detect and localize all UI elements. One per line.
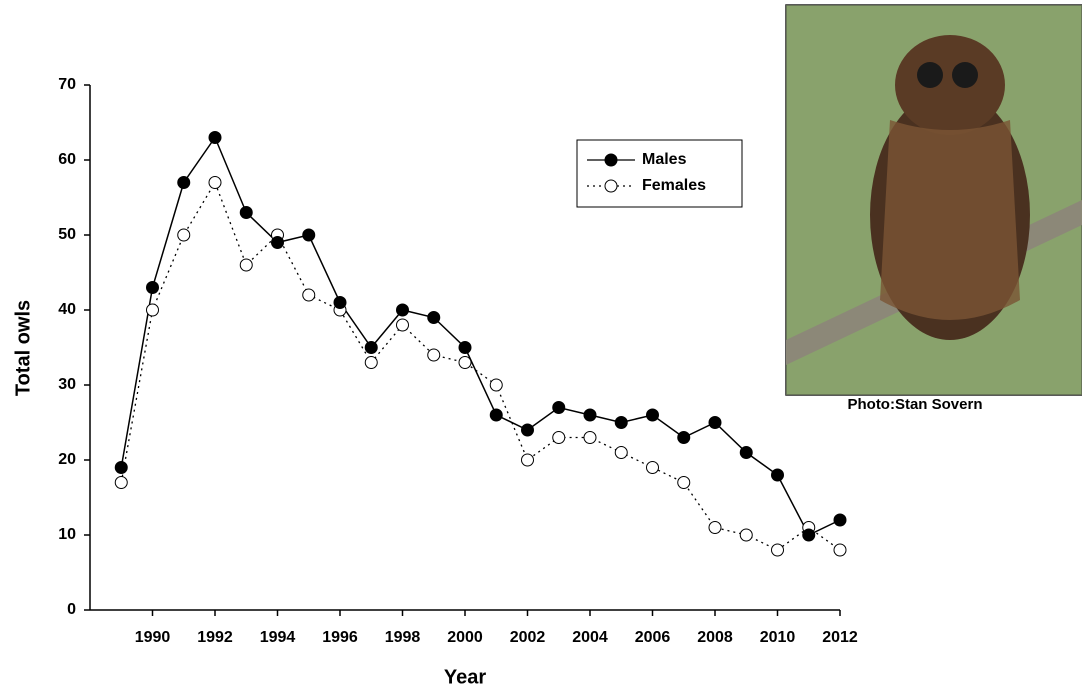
data-point bbox=[553, 432, 565, 444]
x-tick-label: 2010 bbox=[760, 629, 796, 646]
data-point bbox=[178, 177, 190, 189]
legend-label: Males bbox=[642, 151, 687, 168]
y-tick-label: 60 bbox=[58, 151, 76, 168]
data-point bbox=[240, 259, 252, 271]
data-point bbox=[772, 469, 784, 481]
data-point bbox=[647, 462, 659, 474]
x-tick-label: 2004 bbox=[572, 629, 608, 646]
y-tick-label: 50 bbox=[58, 226, 76, 243]
y-tick-label: 10 bbox=[58, 526, 76, 543]
data-point bbox=[584, 432, 596, 444]
data-point bbox=[459, 357, 471, 369]
data-point bbox=[428, 349, 440, 361]
photo-credit: Photo:Stan Sovern bbox=[847, 396, 982, 413]
data-point bbox=[115, 477, 127, 489]
data-point bbox=[397, 319, 409, 331]
x-tick-label: 2008 bbox=[697, 629, 733, 646]
y-tick-label: 70 bbox=[58, 76, 76, 93]
data-point bbox=[365, 357, 377, 369]
data-point bbox=[678, 432, 690, 444]
data-point bbox=[803, 529, 815, 541]
data-point bbox=[709, 522, 721, 534]
data-point bbox=[740, 529, 752, 541]
data-point bbox=[772, 544, 784, 556]
x-tick-label: 2006 bbox=[635, 629, 671, 646]
data-point bbox=[647, 409, 659, 421]
x-axis-label: Year bbox=[444, 666, 486, 688]
data-point bbox=[147, 304, 159, 316]
x-tick-label: 1990 bbox=[135, 629, 171, 646]
data-point bbox=[240, 207, 252, 219]
y-axis-label: Total owls bbox=[12, 300, 34, 396]
y-tick-label: 30 bbox=[58, 376, 76, 393]
data-point bbox=[303, 289, 315, 301]
data-point bbox=[615, 447, 627, 459]
legend-label: Females bbox=[642, 177, 706, 194]
data-point bbox=[365, 342, 377, 354]
x-tick-label: 1998 bbox=[385, 629, 421, 646]
legend-marker bbox=[605, 154, 617, 166]
data-point bbox=[709, 417, 721, 429]
data-point bbox=[428, 312, 440, 324]
x-tick-label: 2002 bbox=[510, 629, 546, 646]
x-tick-label: 2012 bbox=[822, 629, 858, 646]
y-tick-label: 40 bbox=[58, 301, 76, 318]
data-point bbox=[834, 514, 846, 526]
x-tick-label: 1994 bbox=[260, 629, 296, 646]
data-point bbox=[740, 447, 752, 459]
photo bbox=[786, 5, 1082, 395]
x-tick-label: 2000 bbox=[447, 629, 483, 646]
data-point bbox=[178, 229, 190, 241]
data-point bbox=[678, 477, 690, 489]
data-point bbox=[209, 132, 221, 144]
legend bbox=[577, 140, 742, 207]
series-line bbox=[121, 183, 840, 551]
legend-marker bbox=[605, 180, 617, 192]
data-point bbox=[834, 544, 846, 556]
data-point bbox=[334, 297, 346, 309]
x-tick-label: 1992 bbox=[197, 629, 233, 646]
x-tick-label: 1996 bbox=[322, 629, 358, 646]
data-point bbox=[553, 402, 565, 414]
chart: Photo:Stan Sovern Year Total owls 0 10 20 3… bbox=[0, 0, 1082, 689]
data-point bbox=[397, 304, 409, 316]
data-point bbox=[303, 229, 315, 241]
data-point bbox=[522, 454, 534, 466]
y-tick-label: 20 bbox=[58, 451, 76, 468]
data-point bbox=[115, 462, 127, 474]
data-point bbox=[522, 424, 534, 436]
data-point bbox=[490, 379, 502, 391]
data-point bbox=[147, 282, 159, 294]
data-point bbox=[272, 237, 284, 249]
data-point bbox=[615, 417, 627, 429]
data-point bbox=[584, 409, 596, 421]
y-tick-label: 0 bbox=[67, 601, 76, 618]
data-point bbox=[209, 177, 221, 189]
data-point bbox=[459, 342, 471, 354]
data-point bbox=[490, 409, 502, 421]
